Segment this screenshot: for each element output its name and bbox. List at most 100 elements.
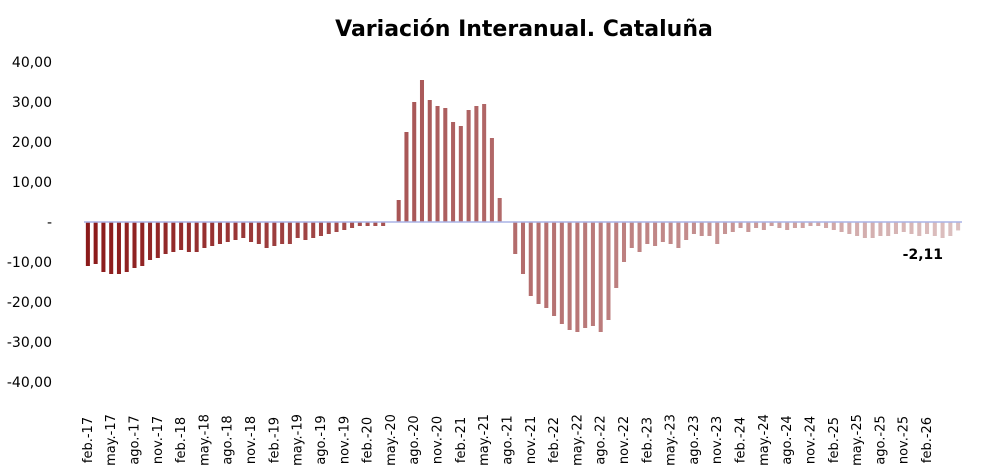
bar: [878, 222, 883, 236]
bar: [870, 222, 875, 238]
y-tick-label: 30,00: [12, 95, 52, 111]
bar: [925, 222, 930, 234]
bar: [614, 222, 619, 288]
bar: [559, 222, 564, 324]
bar-series: [85, 80, 961, 332]
bar: [217, 222, 222, 244]
x-tick-label: ago.-21: [500, 415, 515, 464]
x-tick-label: feb.-18: [174, 417, 189, 463]
bar: [458, 126, 463, 222]
bar: [396, 200, 401, 222]
x-tick-label: feb.-25: [827, 417, 842, 463]
y-tick-label: -20,00: [7, 295, 52, 311]
bar: [326, 222, 331, 234]
bar: [381, 222, 386, 226]
bar: [404, 132, 409, 222]
x-tick-label: feb.-23: [640, 417, 655, 463]
x-tick-label: feb.-20: [361, 417, 376, 463]
x-tick-label: may.-23: [664, 414, 679, 466]
x-tick-label: nov.-21: [524, 416, 539, 464]
bar: [225, 222, 230, 242]
bar: [886, 222, 891, 236]
y-tick-label: 10,00: [12, 175, 52, 191]
bar: [489, 138, 494, 222]
bar: [280, 222, 285, 244]
x-tick-label: may.-21: [477, 414, 492, 466]
x-tick-label: nov.-18: [244, 416, 259, 464]
bar: [940, 222, 945, 238]
bar: [272, 222, 277, 246]
bar: [466, 110, 471, 222]
bar: [956, 222, 961, 231]
x-tick-label: may.-22: [570, 414, 585, 466]
bar: [785, 222, 790, 230]
x-axis: feb.-17 may.-17 ago.-17 nov.-17 feb.-18 may.-…: [81, 414, 935, 466]
bar: [443, 108, 448, 222]
bar: [808, 222, 813, 226]
x-tick-label: nov.-20: [431, 416, 446, 464]
x-tick-label: may.-18: [197, 414, 212, 466]
bar: [85, 222, 90, 266]
bar: [124, 222, 129, 272]
bar: [249, 222, 254, 242]
bar: [513, 222, 518, 254]
x-tick-label: may.-25: [850, 414, 865, 466]
x-tick-label: feb.-17: [81, 417, 96, 463]
x-tick-label: nov.-17: [151, 416, 166, 464]
x-tick-label: ago.-23: [687, 415, 702, 464]
bar: [497, 198, 502, 222]
bar: [629, 222, 634, 248]
bar: [792, 222, 797, 228]
bar: [637, 222, 642, 252]
bar: [303, 222, 308, 240]
x-tick-label: feb.-22: [547, 417, 562, 463]
bar: [520, 222, 526, 274]
bar: [901, 222, 906, 232]
bar: [155, 222, 160, 258]
data-labels: -2,11: [903, 247, 943, 263]
bar: [676, 222, 681, 248]
bar: [932, 222, 937, 236]
x-tick-label: may.-17: [104, 414, 119, 466]
x-tick-label: ago.-18: [221, 415, 236, 464]
bar: [839, 222, 844, 232]
bar: [730, 222, 735, 232]
chart-title: Variación Interanual. Cataluña: [335, 17, 713, 42]
bar: [590, 222, 595, 326]
bar: [917, 222, 922, 236]
bar: [451, 122, 456, 222]
bar: [715, 222, 720, 244]
bar: [365, 222, 370, 226]
bar: [707, 222, 712, 236]
bar: [769, 222, 774, 226]
bar: [163, 222, 168, 254]
bar: [350, 222, 355, 228]
x-tick-label: ago.-20: [407, 415, 422, 464]
x-tick-label: nov.-22: [617, 416, 632, 464]
bar: [148, 222, 153, 260]
bar: [264, 222, 269, 248]
bar: [210, 222, 215, 246]
bar: [528, 222, 533, 296]
bar: [893, 222, 898, 234]
bar: [746, 222, 751, 232]
bar: [583, 222, 588, 328]
bar: [862, 222, 867, 238]
bar: [777, 222, 782, 228]
x-tick-label: nov.-25: [897, 416, 912, 464]
bar: [373, 222, 378, 226]
bar: [552, 222, 557, 316]
bar: [412, 102, 417, 222]
bar: [684, 222, 689, 240]
bar: [101, 222, 106, 272]
bar: [621, 222, 627, 262]
bar: [645, 222, 650, 244]
x-tick-label: may.-19: [291, 414, 306, 466]
y-tick-label: 40,00: [12, 55, 52, 71]
bar: [186, 222, 191, 252]
bar: [132, 222, 137, 268]
y-tick-label: -10,00: [7, 255, 52, 271]
bar: [761, 222, 766, 230]
bar: [482, 104, 487, 222]
